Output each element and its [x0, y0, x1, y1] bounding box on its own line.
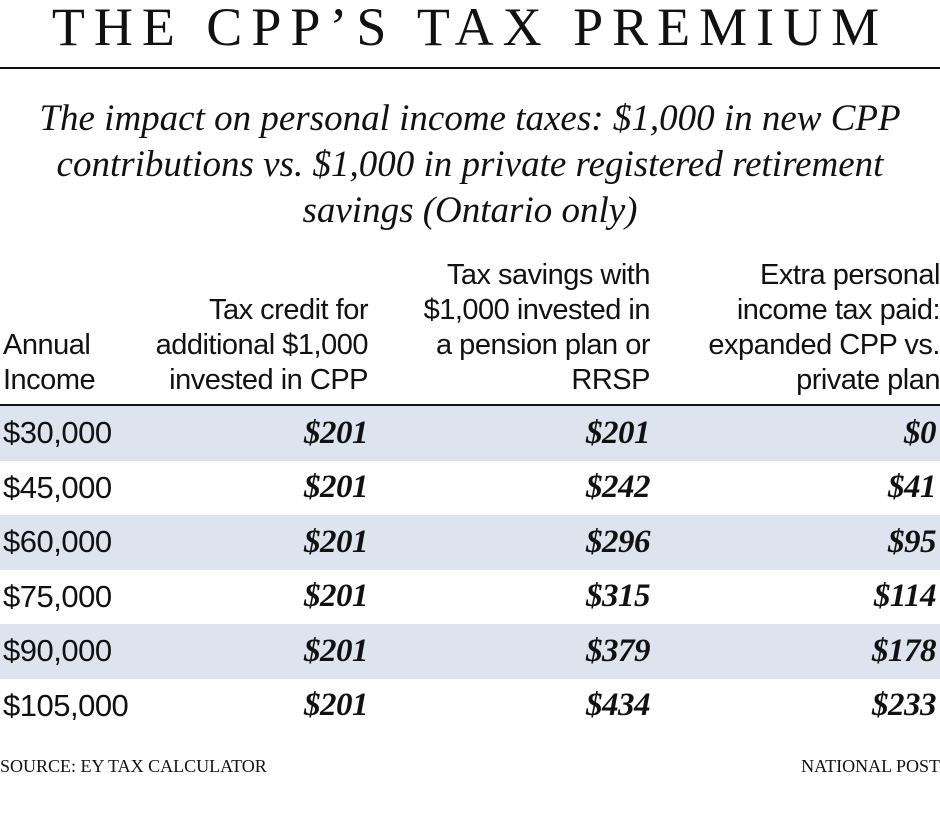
income-cell: $75,000 [3, 578, 112, 614]
value-cell: $201 [304, 469, 369, 506]
table-row: $75,000 $201 $315 $114 [0, 570, 940, 625]
title-rule [0, 67, 940, 69]
value-cell: $296 [586, 523, 651, 560]
value-cell: $201 [304, 578, 369, 615]
value-cell: $201 [304, 414, 369, 451]
value-cell: $315 [586, 578, 651, 615]
table-row: $30,000 $201 $201 $0 [0, 405, 940, 461]
value-cell: $178 [872, 632, 937, 669]
income-cell: $45,000 [3, 469, 112, 505]
column-header-text: Annual Income [3, 329, 96, 396]
subtitle: The impact on personal income taxes: $1,… [39, 98, 901, 231]
table-header: Annual Income Tax credit for additional $… [0, 258, 940, 405]
column-header-text: Tax credit for additional $1,000 investe… [155, 294, 369, 396]
income-cell: $30,000 [3, 415, 112, 451]
value-cell: $233 [872, 687, 937, 724]
column-header: Extra personal income tax paid: expanded… [650, 258, 940, 405]
value-cell: $242 [586, 469, 651, 506]
value-cell: $95 [888, 523, 937, 560]
value-cell: $379 [586, 632, 651, 669]
value-cell: $114 [873, 578, 937, 615]
table-body: $30,000 $201 $201 $0 $45,000 $201 $242 $41 $60,0… [0, 405, 940, 733]
value-cell: $201 [304, 523, 369, 560]
table-row: $45,000 $201 $242 $41 [0, 461, 940, 516]
column-header-text: Extra personal income tax paid: expanded… [708, 259, 940, 396]
data-table: Annual Income Tax credit for additional $… [0, 258, 940, 733]
header-row: Annual Income Tax credit for additional $… [0, 258, 940, 405]
table-row: $105,000 $201 $434 $233 [0, 679, 940, 734]
value-cell: $201 [304, 687, 369, 724]
title: THE CPP’S TAX PREMIUM [51, 0, 889, 57]
column-header: Tax savings with $1,000 invested in a pe… [368, 258, 651, 405]
income-cell: $60,000 [3, 524, 112, 560]
column-header-text: Tax savings with $1,000 invested in a pe… [423, 259, 651, 396]
value-cell: $201 [586, 414, 651, 451]
table-row: $60,000 $201 $296 $95 [0, 515, 940, 570]
column-header: Annual Income [0, 258, 140, 405]
source: SOURCE: EY TAX CALCULATOR [0, 756, 267, 776]
value-cell: $41 [888, 469, 937, 506]
income-cell: $90,000 [3, 633, 112, 669]
value-cell: $434 [586, 687, 651, 724]
table-row: $90,000 $201 $379 $178 [0, 624, 940, 679]
column-header: Tax credit for additional $1,000 investe… [140, 258, 369, 405]
value-cell: $201 [304, 632, 369, 669]
value-cell: $0 [904, 414, 937, 451]
income-cell: $105,000 [3, 687, 129, 723]
credit: NATIONAL POST [801, 756, 940, 776]
